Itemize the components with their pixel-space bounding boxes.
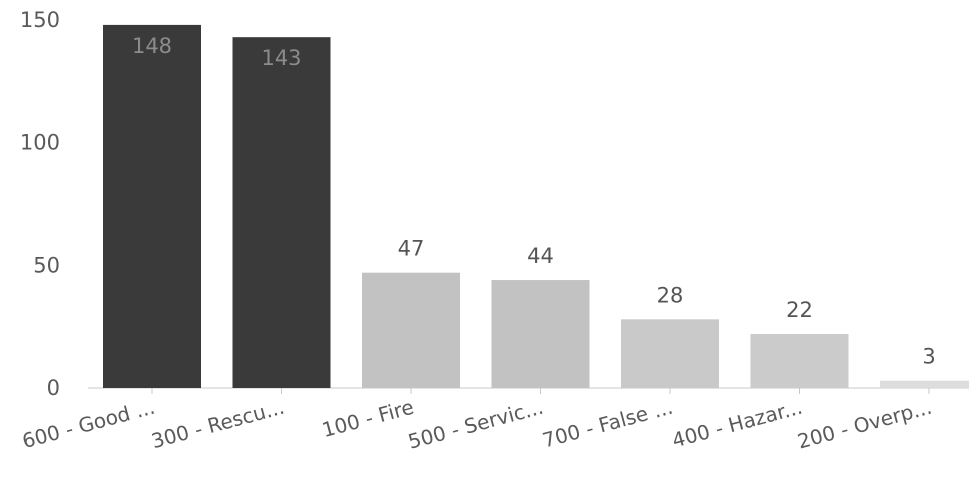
x-category-label: 600 - Good ...: [20, 395, 158, 453]
data-labels: 148 143 47 44 28 22 3: [132, 34, 936, 369]
data-label: 3: [922, 345, 935, 369]
bar[interactable]: [621, 319, 719, 388]
bars: [103, 24, 969, 388]
bar[interactable]: [491, 280, 590, 388]
data-label: 148: [132, 34, 172, 58]
data-label: 28: [657, 283, 684, 307]
y-tick-label: 100: [20, 131, 60, 155]
x-category-label: 100 - Fire: [319, 395, 416, 442]
y-tick-label: 50: [33, 253, 60, 277]
bar[interactable]: [750, 334, 849, 388]
x-category-label: 300 - Rescu...: [149, 395, 287, 454]
bar[interactable]: [103, 24, 201, 388]
x-axis: 600 - Good ...300 - Rescu... 100 - Fire50…: [20, 387, 969, 454]
bar[interactable]: [232, 37, 331, 388]
x-category-label: 700 - False ...: [540, 395, 675, 453]
bar[interactable]: [362, 272, 460, 388]
data-label: 22: [786, 298, 813, 322]
x-category-label: 200 - Overp...: [795, 395, 934, 454]
x-category-label: 400 - Hazar...: [670, 395, 805, 453]
bar[interactable]: [880, 380, 969, 388]
x-category-label: 500 - Servic...: [406, 395, 546, 454]
data-label: 143: [261, 46, 301, 70]
y-tick-label: 0: [47, 376, 60, 400]
data-label: 47: [398, 237, 425, 261]
data-label: 44: [527, 244, 554, 268]
y-axis: 0 50 100 150: [20, 8, 60, 400]
y-tick-label: 150: [20, 8, 60, 32]
